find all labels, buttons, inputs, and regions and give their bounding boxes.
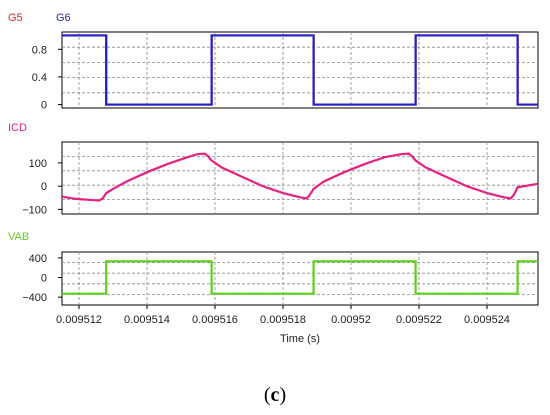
y-tick-label: 0 xyxy=(41,181,47,193)
x-tick-label: 0.009522 xyxy=(396,314,442,326)
y-tick-label: −100 xyxy=(22,204,47,216)
panel-label-close: ) xyxy=(279,384,287,406)
oscilloscope-figure: 0.8 0.4 0 G5 G6 100 0 −100 ICD 400 0 −400 VAB 0.00951… xyxy=(8,12,539,345)
plot-frame-0 xyxy=(61,31,539,109)
panel-label-open: ( xyxy=(263,384,271,406)
x-tick-label: 0.009514 xyxy=(124,314,170,326)
x-tick-label: 0.00952 xyxy=(331,314,371,326)
legend-g5: G5 xyxy=(8,12,23,24)
y-tick-label: 0.4 xyxy=(32,72,47,84)
y-tick-label: 400 xyxy=(29,253,47,265)
plot-frame-2 xyxy=(61,251,539,306)
x-tick-label: 0.009524 xyxy=(464,314,510,326)
panel-label-letter: c xyxy=(270,384,280,406)
y-tick-label: 0 xyxy=(41,273,47,285)
x-axis-label: Time (s) xyxy=(280,333,320,345)
x-tick-label: 0.009518 xyxy=(260,314,306,326)
y-tick-label: −400 xyxy=(22,292,47,304)
legend-icd: ICD xyxy=(8,122,27,134)
y-tick-label: 0 xyxy=(41,100,47,112)
x-tick-label: 0.009512 xyxy=(56,314,102,326)
plot-frame-1 xyxy=(61,141,539,215)
y-tick-label: 0.8 xyxy=(32,44,47,56)
y-tick-label: 100 xyxy=(29,158,47,170)
series-vab xyxy=(62,260,538,295)
figure-panel-label: (c) xyxy=(0,384,550,407)
legend-vab: VAB xyxy=(8,231,29,243)
series-icd xyxy=(61,152,539,202)
series-g6 xyxy=(62,34,538,106)
legend-g6: G6 xyxy=(56,12,71,24)
x-tick-label: 0.009516 xyxy=(192,314,238,326)
